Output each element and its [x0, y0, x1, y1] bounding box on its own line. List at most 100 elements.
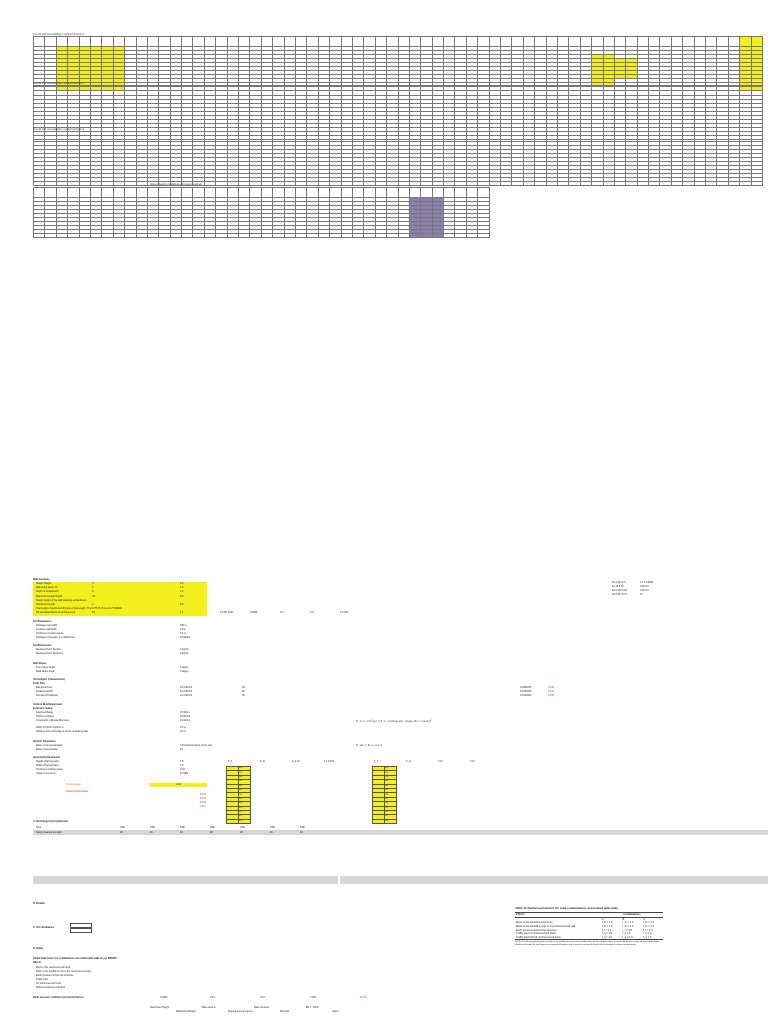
sheet-block-2 — [32, 85, 764, 140]
ka-secondary: 21 — [640, 593, 643, 596]
grid-cell — [488, 181, 502, 186]
grid-header-cell — [613, 36, 627, 47]
earth-fills-subheading: Earth Fills — [33, 682, 45, 685]
grid-cell — [477, 181, 490, 186]
combo-a-header: A — [601, 917, 604, 921]
grid-header-cell — [705, 131, 718, 142]
grid-cell — [386, 181, 399, 186]
ka-secondary: 0.95 0.0 — [640, 585, 649, 588]
grid-header-cell — [545, 85, 558, 96]
external-strength: 90 — [120, 831, 123, 834]
grid-header-cell — [294, 36, 308, 47]
grid-header-cell — [101, 187, 114, 198]
grid-header-cell — [477, 187, 490, 198]
facing-value: 0.18 — [180, 768, 185, 771]
grid-row — [32, 197, 490, 202]
reference-row: Traffic load on reinforced soil block f_q… — [515, 932, 663, 936]
geometry-side-value: 0.0 — [280, 611, 284, 614]
grid-header-cell — [181, 36, 194, 47]
combo-c-value: f_q = 0 — [642, 935, 663, 941]
grid-header-cell — [727, 85, 741, 96]
grid-cell — [181, 233, 194, 238]
grid-cell — [591, 181, 604, 186]
grid-header-cell — [705, 85, 718, 96]
grid-cell — [67, 181, 80, 186]
grid-header-cell — [374, 131, 388, 142]
coefficient-value: 0.73 — [238, 818, 251, 825]
grid-header-cell — [670, 131, 684, 142]
sheet-grid-2 — [32, 85, 764, 140]
grid-header-cell — [431, 85, 445, 96]
grid-cell — [101, 181, 114, 186]
external-band-1 — [33, 830, 768, 835]
grid-header-cell — [340, 187, 353, 198]
grid-header-cell — [260, 187, 274, 198]
grid-header-cell — [443, 187, 456, 198]
sheet-block-4 — [32, 187, 490, 238]
grid-header-row — [32, 85, 764, 96]
grid-header-cell — [67, 131, 80, 142]
footer-extra-label: Bearing pressure at toe — [228, 1010, 253, 1013]
grid-cell — [272, 233, 285, 238]
geometry-label: Trial length of reinforced fill (ratio o… — [36, 607, 122, 611]
grid-header-cell — [682, 36, 695, 47]
external-heading: A. Surcharge Factor (External) — [33, 820, 68, 823]
grid-cell — [158, 233, 171, 238]
weight-phi: 30 — [242, 686, 245, 689]
grid-header-cell — [294, 187, 308, 198]
weight-value: 19.4 kN/m3 — [180, 694, 193, 697]
load-label: Traffic surcharge — [36, 715, 54, 718]
reference-effect: Mass of the reinforced soil body — [516, 921, 553, 925]
external-strength: 90 — [150, 831, 153, 834]
grid-cell — [135, 181, 148, 186]
grid-cell — [272, 181, 285, 186]
grid-header-cell — [112, 131, 126, 142]
grid-header-cell — [44, 85, 57, 96]
grid-row — [32, 54, 764, 59]
grid-header-cell — [613, 131, 627, 142]
facing-value: 1.5 — [180, 760, 184, 763]
grid-header-cell — [32, 85, 46, 96]
grid-header-cell — [181, 187, 194, 198]
coefficient-value: 0.73 — [384, 818, 397, 825]
grid-header-cell — [306, 131, 319, 142]
grid-row — [32, 181, 764, 186]
grid-header-cell — [716, 131, 729, 142]
grid-cell — [420, 233, 433, 238]
grid-cell — [454, 233, 467, 238]
weight-factor: 0.3333333 — [520, 690, 532, 693]
grid-header-cell — [89, 187, 103, 198]
geometry-value: 1.0 — [180, 586, 184, 590]
grid-header-cell — [158, 36, 171, 47]
grid-header-cell — [215, 85, 228, 96]
grid-header-cell — [648, 85, 661, 96]
grid-cell — [443, 233, 456, 238]
load-extra-value: 0.0 m — [180, 726, 186, 729]
grid-cell — [306, 181, 319, 186]
grid-header-cell — [215, 36, 228, 47]
seismic-label: Mass of acceleration — [36, 748, 58, 751]
reference-row: Traffic load behind reinforced soil bloc… — [515, 935, 663, 941]
seismic-heading: Seismic Parameters — [33, 740, 56, 743]
grid-header-cell — [135, 85, 148, 96]
grid-cell — [32, 181, 46, 186]
grid-header-cell — [32, 36, 46, 47]
grid-cell — [363, 181, 376, 186]
grid-header-cell — [420, 131, 433, 142]
coefficient-header: 0.14 — [470, 760, 475, 763]
grid-header-cell — [44, 187, 57, 198]
ka-secondary: 0.00 0.0 — [640, 589, 649, 592]
grid-header-cell — [238, 85, 251, 96]
geometry-symbol: H1 — [92, 594, 96, 598]
effects-header: Effects — [515, 912, 601, 918]
sheet-block-3 — [32, 131, 764, 186]
grid-header-cell — [739, 85, 752, 96]
grid-header-cell — [306, 85, 319, 96]
facing-result-value: 0.00 — [176, 783, 181, 786]
sheet-grid-4 — [32, 187, 490, 238]
grid-header-cell — [454, 187, 467, 198]
reference-effect: Earth pressure behind the structure — [516, 928, 557, 932]
grid-header-cell — [739, 131, 752, 142]
coefficient-cell — [372, 818, 385, 825]
grid-cell — [226, 233, 240, 238]
